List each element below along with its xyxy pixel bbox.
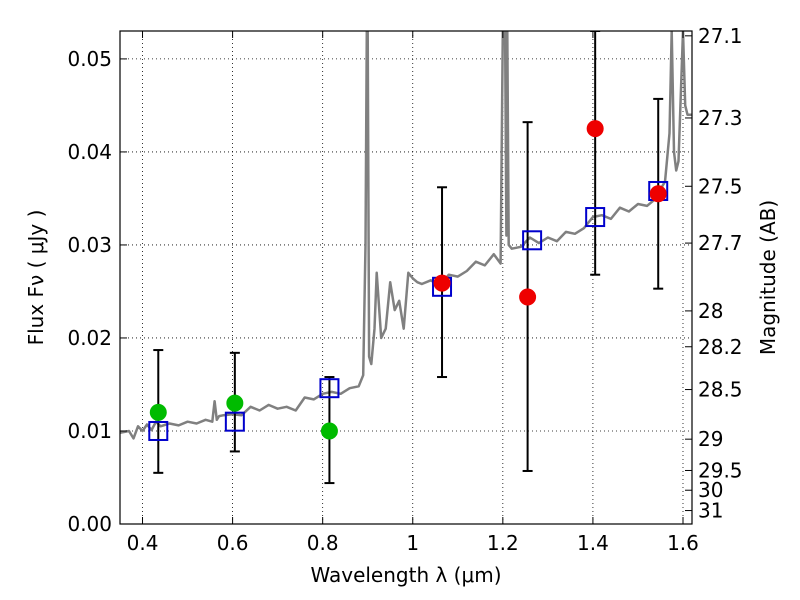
- y-tick-label: 0.05: [67, 47, 112, 71]
- spectrum-layer: [120, 31, 692, 440]
- model-point: [319, 378, 340, 399]
- mag-tick-label: 27.5: [698, 174, 743, 198]
- x-tick-label: 1.2: [487, 531, 519, 555]
- observed-point: [149, 403, 167, 421]
- observed-point: [320, 422, 338, 440]
- x-tick-label: 1: [406, 531, 419, 555]
- observed-point: [519, 288, 537, 306]
- model-points-layer: [148, 180, 669, 441]
- x-tick-label: 0.6: [217, 531, 249, 555]
- tick-layer: 0.4 0.6 0.8 1 1.2 1.4 1.6 0.00 0.01 0.02 0.03 0.04 0…: [67, 24, 742, 555]
- observed-point: [433, 274, 451, 292]
- x-tick-label: 1.4: [577, 531, 609, 555]
- model-point: [522, 230, 543, 251]
- mag-tick-label: 28.2: [698, 335, 743, 359]
- model-point: [224, 411, 245, 432]
- model-point: [148, 420, 169, 441]
- model-point: [585, 207, 606, 228]
- mag-tick-label: 31: [698, 499, 723, 523]
- mag-tick-label: 29: [698, 427, 723, 451]
- mag-tick-label: 30: [698, 478, 723, 502]
- y-tick-label: 0.04: [67, 140, 112, 164]
- observed-point: [226, 394, 244, 412]
- x-tick-label: 0.4: [127, 531, 159, 555]
- x-tick-label: 0.8: [307, 531, 339, 555]
- y-tick-label: 0.02: [67, 326, 112, 350]
- y-axis-right-label: Magnitude (AB): [756, 200, 780, 355]
- x-tick-label: 1.6: [667, 531, 699, 555]
- mag-tick-label: 29.5: [698, 458, 743, 482]
- observed-points-layer: [149, 120, 667, 440]
- y-tick-label: 0.03: [67, 233, 112, 257]
- mag-tick-label: 27.1: [698, 24, 743, 48]
- grid: [120, 31, 692, 525]
- plot-frame: [119, 30, 693, 525]
- mag-tick-label: 27.3: [698, 106, 743, 130]
- y-tick-label: 0.00: [67, 512, 112, 536]
- mag-tick-label: 27.7: [698, 231, 743, 255]
- observed-point: [586, 120, 604, 138]
- y-axis-label: Flux Fν ( μJy ): [24, 210, 48, 346]
- spectrum-line: [120, 31, 692, 440]
- mag-tick-label: 28: [698, 299, 723, 323]
- observed-point: [649, 185, 667, 203]
- x-axis-label: Wavelength λ (μm): [310, 563, 501, 587]
- y-tick-label: 0.01: [67, 419, 112, 443]
- mag-tick-label: 28.5: [698, 378, 743, 402]
